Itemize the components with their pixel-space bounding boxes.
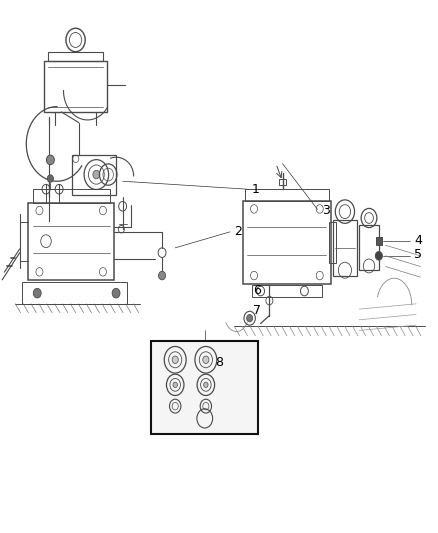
Bar [245,189,328,201]
Bar [72,155,116,195]
Bar [151,341,258,434]
Bar [22,282,127,304]
Text: 1: 1 [252,183,260,196]
Circle shape [46,155,54,165]
Circle shape [33,288,41,298]
Circle shape [203,356,209,364]
Circle shape [204,382,208,387]
Circle shape [173,382,177,387]
Text: 2: 2 [234,225,242,238]
Bar [28,203,114,280]
Text: 8: 8 [215,356,223,369]
Bar [33,189,110,203]
Bar [359,225,379,270]
Bar [252,285,322,297]
Bar [328,222,336,263]
Circle shape [159,271,166,280]
Bar [44,61,107,112]
Text: 7: 7 [253,304,261,317]
Text: 5: 5 [414,248,422,261]
Circle shape [247,314,253,322]
Circle shape [172,356,178,364]
Bar [376,237,382,245]
Circle shape [112,288,120,298]
Bar [48,52,103,61]
Text: 6: 6 [253,284,261,297]
Circle shape [375,252,382,260]
Circle shape [47,175,53,182]
Bar [333,220,357,276]
Bar [243,201,331,284]
Bar [279,179,286,185]
Circle shape [93,171,100,179]
Text: 3: 3 [322,204,330,217]
Text: 4: 4 [414,235,422,247]
